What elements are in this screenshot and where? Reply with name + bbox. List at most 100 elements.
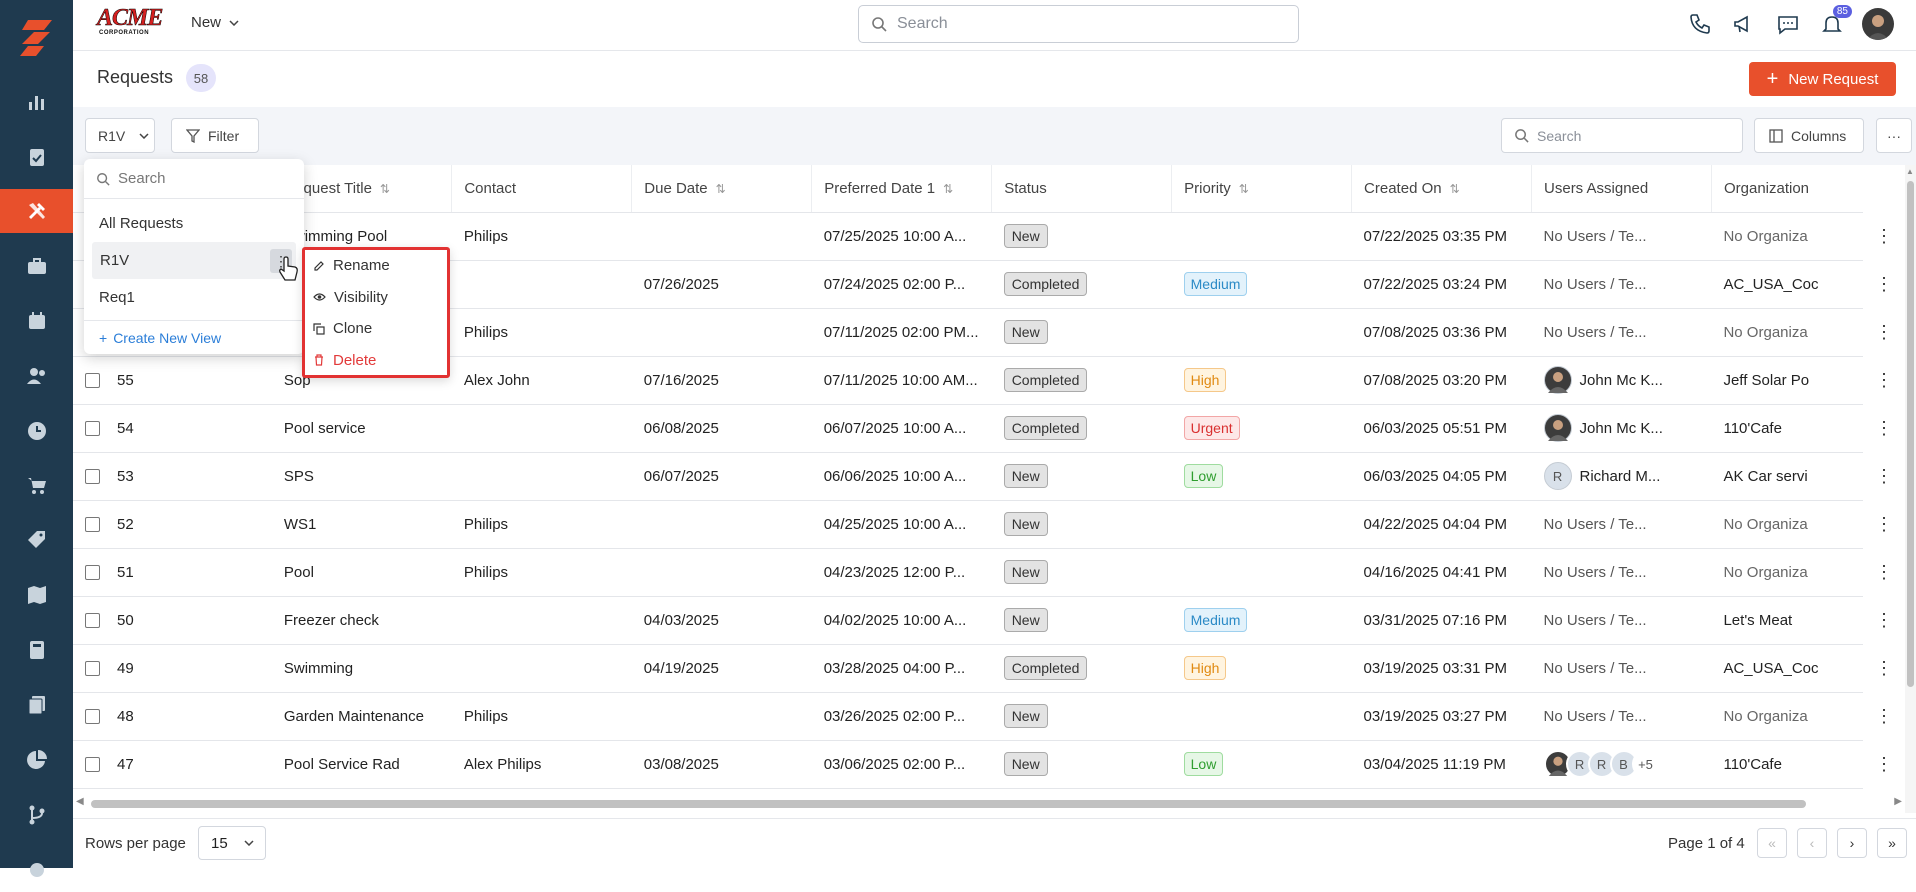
row-checkbox-cell[interactable] — [73, 644, 105, 693]
row-actions-button[interactable]: ⋮ — [1863, 212, 1905, 260]
brand-logo[interactable]: ACME CORPORATION — [97, 6, 169, 38]
row-checkbox-cell[interactable] — [73, 692, 105, 741]
table-row[interactable]: 47 Pool Service Rad Alex Philips 03/08/2025… — [73, 740, 1905, 789]
row-checkbox[interactable] — [85, 757, 100, 773]
app-logo-icon[interactable] — [14, 14, 58, 58]
view-search-input[interactable]: Search — [84, 159, 304, 199]
sort-icon[interactable]: ⇅ — [379, 181, 390, 196]
sort-icon[interactable]: ⇅ — [943, 181, 954, 196]
sidebar-item-settings[interactable] — [0, 848, 73, 892]
sidebar-item-reports[interactable] — [0, 80, 73, 124]
row-checkbox-cell[interactable] — [73, 356, 105, 405]
row-actions-button[interactable]: ⋮ — [1863, 548, 1905, 596]
scroll-left-arrow-icon[interactable]: ◀ — [76, 796, 84, 807]
row-checkbox[interactable] — [85, 517, 100, 533]
row-actions-button[interactable]: ⋮ — [1863, 404, 1905, 452]
view-item-r1v[interactable]: R1V ⋮ — [92, 242, 298, 281]
row-checkbox-cell[interactable] — [73, 596, 105, 645]
user-avatar[interactable] — [1862, 8, 1894, 40]
row-checkbox[interactable] — [85, 709, 100, 725]
sidebar-item-timesheets[interactable] — [0, 409, 73, 453]
row-request-title[interactable]: WS1 — [271, 500, 452, 549]
row-checkbox-cell[interactable] — [73, 740, 105, 789]
sort-icon[interactable]: ⇅ — [1449, 181, 1460, 196]
sidebar-item-calendar[interactable] — [0, 299, 73, 343]
horizontal-scroll-thumb[interactable] — [91, 800, 1806, 808]
row-request-title[interactable]: Pool service — [271, 404, 452, 453]
horizontal-scrollbar[interactable]: ◀ ▶ — [73, 793, 1905, 813]
table-row[interactable]: 50 Freezer check 04/03/2025 04/02/2025 10:0… — [73, 596, 1905, 645]
sort-icon[interactable]: ⇅ — [715, 181, 726, 196]
header-users-assigned[interactable]: Users Assigned — [1531, 165, 1712, 213]
rename-menu-item[interactable]: Rename — [305, 250, 447, 282]
row-checkbox-cell[interactable] — [73, 452, 105, 501]
sidebar-item-contacts[interactable] — [0, 354, 73, 398]
row-actions-button[interactable]: ⋮ — [1863, 596, 1905, 644]
header-preferred-date[interactable]: Preferred Date 1 ⇅ — [811, 165, 993, 213]
sidebar-item-documents[interactable] — [0, 683, 73, 727]
row-actions-button[interactable]: ⋮ — [1863, 356, 1905, 404]
sidebar-item-calculator[interactable] — [0, 628, 73, 672]
row-checkbox[interactable] — [85, 565, 100, 581]
header-priority[interactable]: Priority ⇅ — [1171, 165, 1353, 213]
header-contact[interactable]: Contact — [451, 165, 633, 213]
header-created-on[interactable]: Created On ⇅ — [1351, 165, 1533, 213]
row-request-title[interactable]: Freezer check — [271, 596, 452, 645]
sidebar-item-requests[interactable] — [0, 189, 73, 233]
sidebar-item-shop[interactable] — [0, 463, 73, 507]
table-row[interactable]: 49 Swimming 04/19/2025 03/28/2025 04:00 P..… — [73, 644, 1905, 693]
row-checkbox[interactable] — [85, 421, 100, 437]
filter-button[interactable]: Filter — [171, 118, 259, 153]
sort-icon[interactable]: ⇅ — [1238, 181, 1249, 196]
previous-page-button[interactable]: ‹ — [1797, 828, 1827, 858]
table-row[interactable]: Swimming Pool Philips 07/25/2025 10:00 A..… — [73, 212, 1905, 261]
delete-menu-item[interactable]: Delete — [305, 345, 447, 377]
last-page-button[interactable]: » — [1877, 828, 1907, 858]
scroll-up-arrow-icon[interactable]: ▲ — [1906, 167, 1914, 176]
new-request-button[interactable]: + New Request — [1749, 62, 1896, 96]
header-due-date[interactable]: Due Date ⇅ — [631, 165, 813, 213]
row-request-title[interactable]: Pool Service Rad — [271, 740, 452, 789]
columns-button[interactable]: Columns — [1754, 118, 1864, 153]
table-search-input[interactable]: Search — [1501, 118, 1743, 153]
row-request-title[interactable]: Swimming — [271, 644, 452, 693]
user-avatar-stack[interactable]: R R B +5 — [1543, 750, 1712, 778]
row-checkbox[interactable] — [85, 661, 100, 677]
row-actions-button[interactable]: ⋮ — [1863, 500, 1905, 548]
more-options-button[interactable]: ··· — [1876, 118, 1912, 153]
create-new-view-button[interactable]: + Create New View — [84, 320, 304, 354]
first-page-button[interactable]: « — [1757, 828, 1787, 858]
row-actions-button[interactable]: ⋮ — [1863, 308, 1905, 356]
chat-button[interactable] — [1774, 8, 1802, 40]
row-request-title[interactable]: SPS — [271, 452, 452, 501]
table-row[interactable]: 53 SPS 06/07/2025 06/06/2025 10:00 A... New L… — [73, 452, 1905, 501]
sidebar-item-tasks[interactable] — [0, 135, 73, 179]
scroll-right-arrow-icon[interactable]: ▶ — [1894, 796, 1902, 807]
row-checkbox[interactable] — [85, 373, 100, 389]
announcements-button[interactable] — [1730, 8, 1758, 40]
row-actions-button[interactable]: ⋮ — [1863, 740, 1905, 788]
sidebar-item-map[interactable] — [0, 573, 73, 617]
sidebar-item-analytics[interactable] — [0, 738, 73, 782]
row-checkbox-cell[interactable] — [73, 500, 105, 549]
vertical-scroll-thumb[interactable] — [1907, 181, 1914, 687]
header-status[interactable]: Status — [991, 165, 1173, 213]
row-checkbox[interactable] — [85, 613, 100, 629]
view-select[interactable]: R1V — [85, 118, 155, 153]
notifications-button[interactable]: 85 — [1818, 5, 1852, 40]
table-row[interactable]: 55 Sop Alex John 07/16/2025 07/11/2025 10:00… — [73, 356, 1905, 405]
next-page-button[interactable]: › — [1837, 828, 1867, 858]
sidebar-item-pricing[interactable] — [0, 518, 73, 562]
clone-menu-item[interactable]: Clone — [305, 313, 447, 345]
table-row[interactable]: 51 Pool Philips 04/23/2025 12:00 P... New 04/… — [73, 548, 1905, 597]
row-request-title[interactable]: Garden Maintenance — [271, 692, 452, 741]
rows-per-page-select[interactable]: 15 — [198, 826, 266, 860]
row-checkbox[interactable] — [85, 469, 100, 485]
row-actions-button[interactable]: ⋮ — [1863, 692, 1905, 740]
global-search-input[interactable]: Search — [858, 5, 1299, 43]
new-dropdown[interactable]: New — [191, 14, 239, 31]
row-actions-button[interactable]: ⋮ — [1863, 452, 1905, 500]
view-item-req1[interactable]: Req1 — [84, 279, 304, 316]
row-checkbox-cell[interactable] — [73, 548, 105, 597]
row-checkbox-cell[interactable] — [73, 404, 105, 453]
